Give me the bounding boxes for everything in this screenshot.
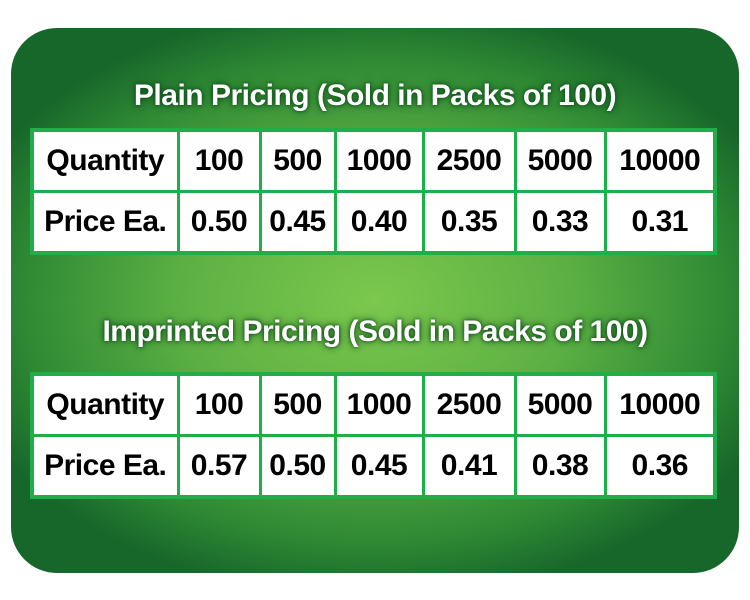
- quantity-cell: 500: [258, 372, 337, 437]
- plain-pricing-title: Plain Pricing (Sold in Packs of 100): [133, 79, 617, 112]
- quantity-cell: 100: [176, 128, 262, 193]
- row-label: Price Ea.: [30, 190, 180, 255]
- imprinted-pricing-title: Imprinted Pricing (Sold in Packs of 100): [102, 315, 648, 348]
- price-cell: 0.38: [513, 434, 607, 499]
- price-cell: 0.57: [176, 434, 262, 499]
- quantity-cell: 500: [258, 128, 337, 193]
- price-cell: 0.33: [513, 190, 607, 255]
- price-row: Price Ea. 0.57 0.50 0.45 0.41 0.38 0.36: [30, 434, 717, 499]
- quantity-cell: 1000: [333, 128, 425, 193]
- quantity-cell: 2500: [421, 372, 517, 437]
- quantity-cell: 10000: [603, 372, 717, 437]
- quantity-cell: 2500: [421, 128, 517, 193]
- price-cell: 0.41: [421, 434, 517, 499]
- price-cell: 0.31: [603, 190, 717, 255]
- price-cell: 0.45: [258, 190, 337, 255]
- price-cell: 0.45: [333, 434, 425, 499]
- price-cell: 0.35: [421, 190, 517, 255]
- price-row: Price Ea. 0.50 0.45 0.40 0.35 0.33 0.31: [30, 190, 717, 255]
- quantity-row: Quantity 100 500 1000 2500 5000 10000: [30, 372, 717, 437]
- plain-pricing-table: Quantity 100 500 1000 2500 5000 10000 Price Ea.…: [30, 128, 717, 255]
- imprinted-pricing-table: Quantity 100 500 1000 2500 5000 10000 Price Ea.…: [30, 372, 717, 499]
- price-cell: 0.36: [603, 434, 717, 499]
- quantity-row: Quantity 100 500 1000 2500 5000 10000: [30, 128, 717, 193]
- row-label: Price Ea.: [30, 434, 180, 499]
- quantity-cell: 5000: [513, 128, 607, 193]
- price-cell: 0.40: [333, 190, 425, 255]
- price-cell: 0.50: [258, 434, 337, 499]
- row-label: Quantity: [30, 372, 180, 437]
- quantity-cell: 100: [176, 372, 262, 437]
- price-cell: 0.50: [176, 190, 262, 255]
- quantity-cell: 10000: [603, 128, 717, 193]
- quantity-cell: 1000: [333, 372, 425, 437]
- row-label: Quantity: [30, 128, 180, 193]
- quantity-cell: 5000: [513, 372, 607, 437]
